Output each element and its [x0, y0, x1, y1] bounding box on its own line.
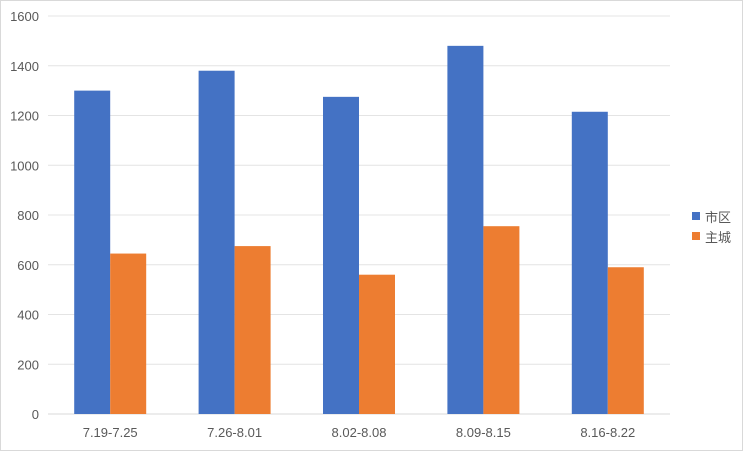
legend: 市区 主城 [692, 206, 731, 246]
y-tick-label: 1000 [10, 158, 39, 173]
bar-series-2 [110, 253, 147, 414]
legend-swatch-series-1 [692, 212, 700, 220]
bar-series-1 [74, 90, 111, 414]
y-tick-label: 800 [17, 208, 39, 223]
bar-series-1 [198, 70, 235, 414]
bar-series-2 [607, 267, 644, 414]
legend-label-series-2: 主城 [705, 229, 732, 245]
y-tick-label: 400 [17, 308, 39, 323]
y-tick-label: 600 [17, 258, 39, 273]
y-tick-label: 1400 [10, 59, 39, 74]
bar-series-1 [447, 45, 484, 414]
legend-label-series-1: 市区 [705, 209, 732, 225]
x-tick-label: 7.26-8.01 [207, 425, 262, 440]
bar-series-2 [483, 226, 520, 414]
y-tick-label: 1600 [10, 9, 39, 24]
bar-series-1 [323, 96, 359, 414]
y-tick-label: 1200 [10, 109, 39, 124]
y-tick-label: 0 [32, 407, 39, 422]
x-tick-label: 8.02-8.08 [332, 425, 387, 440]
bar-series-1 [571, 111, 608, 415]
legend-swatch-series-2 [692, 232, 700, 240]
y-tick-label: 200 [17, 357, 39, 372]
x-tick-label: 8.09-8.15 [456, 425, 511, 440]
legend-item-series-2: 主城 [692, 226, 731, 246]
bar-series-2 [359, 274, 395, 414]
x-tick-label: 7.19-7.25 [83, 425, 138, 440]
x-tick-label: 8.16-8.22 [580, 425, 635, 440]
legend-item-series-1: 市区 [692, 206, 731, 226]
bar-series-2 [234, 246, 271, 414]
